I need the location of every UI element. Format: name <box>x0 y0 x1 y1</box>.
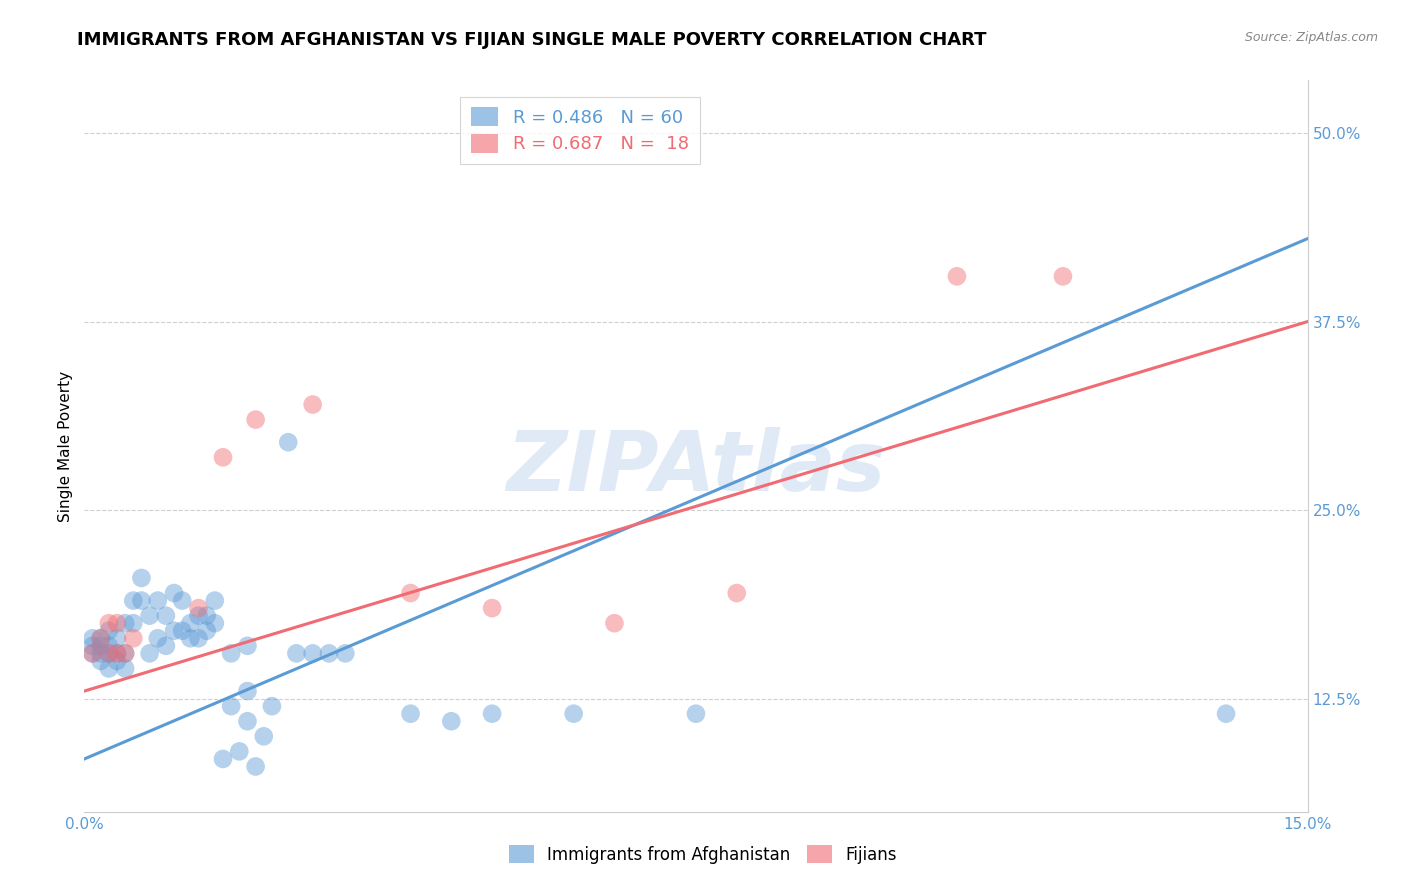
Point <box>1215 706 1237 721</box>
Point <box>146 632 169 646</box>
Text: ZIPAtlas: ZIPAtlas <box>506 427 886 508</box>
Point <box>440 714 463 729</box>
Point <box>245 759 267 773</box>
Point <box>481 706 503 721</box>
Point <box>277 435 299 450</box>
Point <box>399 586 422 600</box>
Point <box>97 661 120 675</box>
Point <box>97 646 120 660</box>
Point <box>131 593 153 607</box>
Point <box>253 729 276 743</box>
Point <box>82 639 104 653</box>
Point <box>90 646 112 660</box>
Point <box>114 616 136 631</box>
Point <box>97 624 120 638</box>
Point <box>155 639 177 653</box>
Point <box>82 646 104 660</box>
Point <box>562 706 585 721</box>
Point <box>179 632 201 646</box>
Point <box>138 646 160 660</box>
Point <box>301 398 323 412</box>
Point <box>335 646 357 660</box>
Point <box>212 752 235 766</box>
Point <box>163 624 186 638</box>
Point <box>172 593 194 607</box>
Point <box>97 646 120 660</box>
Point <box>114 646 136 660</box>
Point <box>195 624 218 638</box>
Point <box>82 646 104 660</box>
Point <box>245 412 267 426</box>
Point <box>603 616 626 631</box>
Point <box>97 639 120 653</box>
Point <box>204 593 226 607</box>
Point <box>318 646 340 660</box>
Point <box>399 706 422 721</box>
Point <box>122 616 145 631</box>
Point <box>146 593 169 607</box>
Point <box>219 699 242 714</box>
Point <box>212 450 235 465</box>
Legend: R = 0.486   N = 60, R = 0.687   N =  18: R = 0.486 N = 60, R = 0.687 N = 18 <box>460 96 700 164</box>
Point <box>90 632 112 646</box>
Point <box>187 601 209 615</box>
Point <box>236 714 259 729</box>
Point <box>131 571 153 585</box>
Point <box>155 608 177 623</box>
Point <box>105 616 128 631</box>
Point <box>90 632 112 646</box>
Point <box>187 608 209 623</box>
Point <box>285 646 308 660</box>
Text: Source: ZipAtlas.com: Source: ZipAtlas.com <box>1244 31 1378 45</box>
Point <box>90 639 112 653</box>
Point <box>179 616 201 631</box>
Point <box>97 616 120 631</box>
Point <box>946 269 969 284</box>
Point <box>163 586 186 600</box>
Point <box>122 632 145 646</box>
Point <box>204 616 226 631</box>
Point <box>1052 269 1074 284</box>
Y-axis label: Single Male Poverty: Single Male Poverty <box>58 370 73 522</box>
Point <box>187 632 209 646</box>
Point <box>114 646 136 660</box>
Point <box>219 646 242 660</box>
Point <box>301 646 323 660</box>
Point <box>228 744 250 758</box>
Point <box>114 661 136 675</box>
Legend: Immigrants from Afghanistan, Fijians: Immigrants from Afghanistan, Fijians <box>502 838 904 871</box>
Point <box>481 601 503 615</box>
Point <box>105 654 128 668</box>
Point <box>105 646 128 660</box>
Point <box>236 639 259 653</box>
Point <box>105 632 128 646</box>
Text: IMMIGRANTS FROM AFGHANISTAN VS FIJIAN SINGLE MALE POVERTY CORRELATION CHART: IMMIGRANTS FROM AFGHANISTAN VS FIJIAN SI… <box>77 31 987 49</box>
Point <box>138 608 160 623</box>
Point <box>195 608 218 623</box>
Point <box>236 684 259 698</box>
Point <box>260 699 283 714</box>
Point <box>725 586 748 600</box>
Point <box>82 632 104 646</box>
Point <box>105 646 128 660</box>
Point <box>122 593 145 607</box>
Point <box>685 706 707 721</box>
Point <box>90 654 112 668</box>
Point <box>172 624 194 638</box>
